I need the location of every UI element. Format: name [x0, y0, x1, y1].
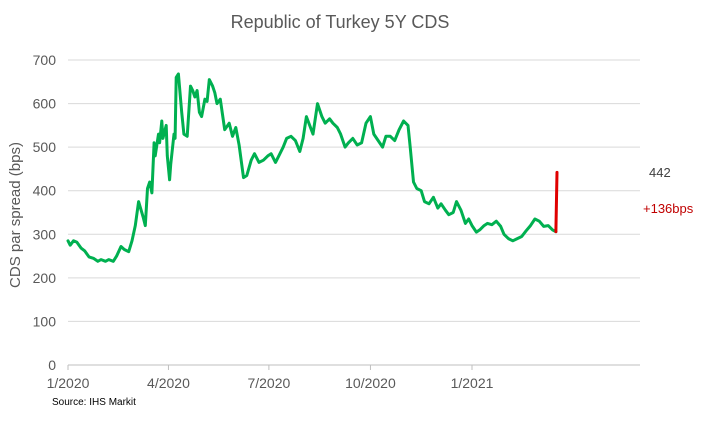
- x-tick-labels: 1/2020 4/2020 7/2020 10/2020 1/2021: [47, 365, 494, 391]
- y-tick-label: 0: [48, 357, 56, 373]
- x-tick-label: 4/2020: [147, 375, 190, 391]
- y-tick-label: 300: [33, 226, 57, 242]
- y-tick-label: 100: [33, 313, 57, 329]
- y-tick-labels: 0 100 200 300 400 500 600 700: [33, 52, 57, 373]
- last-value-label: 442: [649, 165, 671, 180]
- change-label: +136bps: [643, 201, 694, 216]
- x-tick-label: 10/2020: [345, 375, 396, 391]
- y-tick-label: 400: [33, 183, 57, 199]
- y-axis-label: CDS par spread (bps): [7, 142, 24, 288]
- y-tick-label: 200: [33, 270, 57, 286]
- y-tick-label: 700: [33, 52, 57, 68]
- x-tick-label: 1/2021: [451, 375, 494, 391]
- jump-line: [554, 170, 559, 234]
- y-tick-label: 600: [33, 96, 57, 112]
- source-note: Source: IHS Markit: [52, 397, 136, 408]
- gridlines: [68, 59, 640, 366]
- y-tick-label: 500: [33, 139, 57, 155]
- x-tick-label: 1/2020: [47, 375, 90, 391]
- series-line-turkey-cds: [66, 72, 558, 263]
- chart-title: Republic of Turkey 5Y CDS: [231, 12, 450, 32]
- x-tick-label: 7/2020: [247, 375, 290, 391]
